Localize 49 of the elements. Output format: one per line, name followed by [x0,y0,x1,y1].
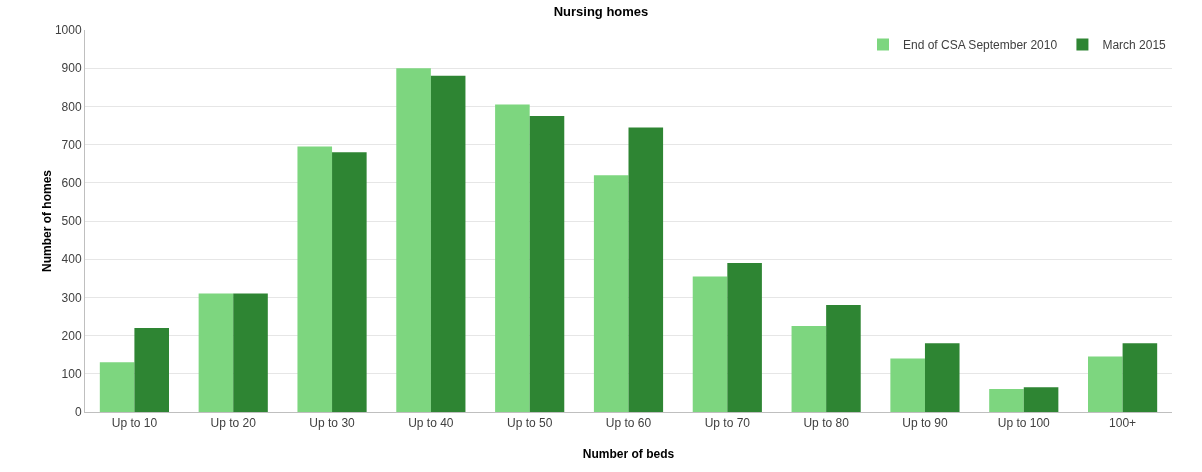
y-tick-label: 900 [61,61,82,76]
bar [1122,343,1158,412]
y-tick-label: 300 [61,290,82,305]
x-tick-label: Up to 20 [210,416,257,431]
y-tick-label: 700 [61,137,82,152]
bar [826,305,861,412]
bar [396,68,431,412]
x-axis-title: Number of beds [582,447,675,461]
x-tick-label: Up to 50 [506,416,553,431]
y-tick-label: 1000 [54,23,82,38]
bar [529,115,565,412]
bar [593,175,629,412]
bar [890,358,925,412]
bar [495,104,530,412]
x-tick-label: Up to 80 [803,416,850,431]
y-tick-label: 800 [61,99,82,114]
bar [198,293,234,412]
y-tick-label: 400 [61,252,82,267]
bar [791,326,827,412]
x-tick-label: 100+ [1109,416,1137,431]
x-tick-label: Up to 40 [408,416,454,431]
x-tick-label: Up to 90 [902,416,948,431]
x-tick-label: Up to 10 [111,416,158,431]
bar [430,75,466,412]
bar [297,146,333,412]
y-tick-label: 500 [61,214,82,229]
bar [727,263,762,412]
bar [134,327,169,412]
bar [1088,356,1123,412]
y-tick-label: 100 [61,367,82,381]
bar [1023,387,1059,412]
y-axis-title: Number of homes [40,169,54,273]
bar [924,343,960,412]
bar [99,362,135,412]
y-tick-label: 200 [61,328,82,343]
x-tick-label: Up to 70 [704,416,751,431]
bar [692,276,728,412]
bar [332,152,367,412]
chart-title: Nursing homes [553,4,649,20]
x-tick-label: Up to 30 [309,416,356,431]
y-tick-label: 0 [74,405,82,420]
x-tick-label: Up to 100 [997,416,1051,431]
bar [628,127,664,412]
bar [233,293,268,412]
legend-label: End of CSA September 2010 [903,38,1058,53]
bar [989,389,1024,412]
legend-label: March 2015 [1102,38,1167,53]
x-tick-label: Up to 60 [605,416,652,431]
y-tick-label: 600 [61,176,82,190]
